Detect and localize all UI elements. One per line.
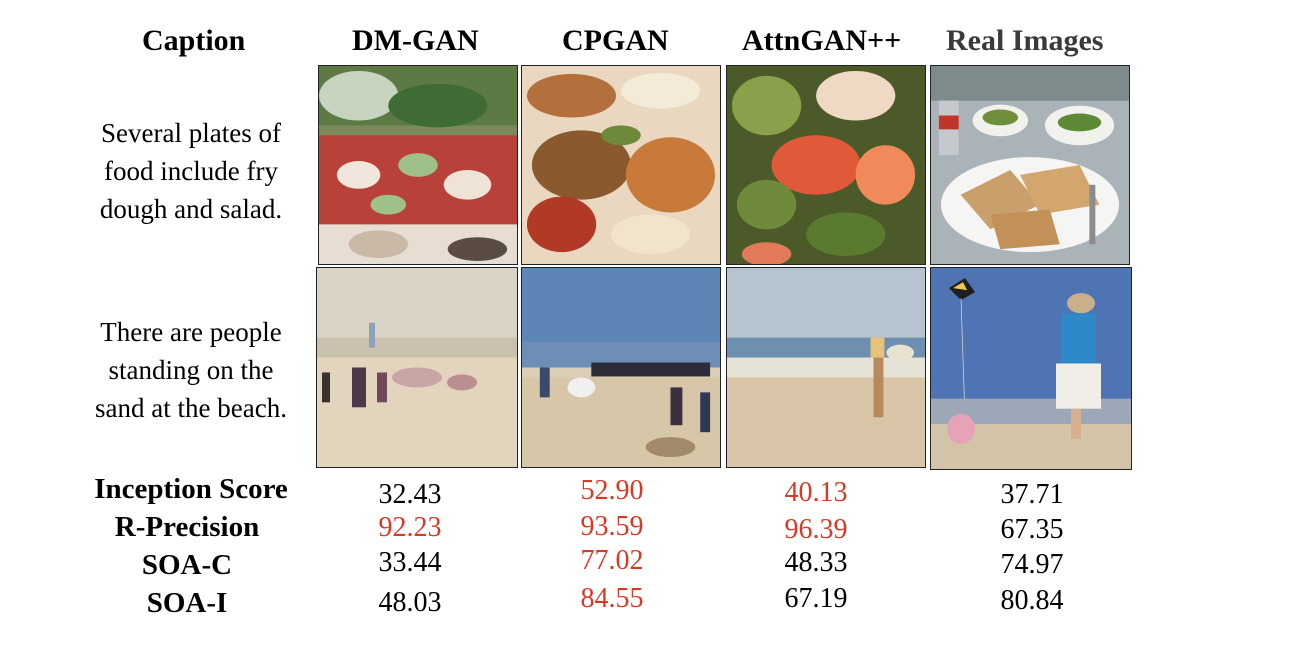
caption-line: dough and salad.	[99, 194, 283, 224]
value-soac-attngan: 48.33	[784, 547, 848, 578]
header-caption: Caption	[142, 24, 246, 57]
caption-beach: There are people standing on the sand at…	[60, 313, 322, 427]
header-cpgan: CPGAN	[562, 24, 669, 57]
value-is-attngan: 40.13	[784, 477, 848, 508]
caption-line: Several plates of	[101, 118, 281, 148]
image-beach-dmgan	[316, 267, 518, 468]
image-beach-attngan	[726, 267, 926, 468]
image-food-attngan	[726, 65, 926, 265]
metric-label-rprecision: R-Precision	[114, 511, 260, 543]
image-food-dmgan	[318, 65, 518, 265]
image-beach-real	[930, 267, 1132, 470]
caption-line: There are people	[100, 317, 282, 347]
image-beach-cpgan	[521, 267, 721, 468]
value-soai-attngan: 67.19	[784, 583, 848, 614]
metric-label-soa-c: SOA-C	[141, 549, 233, 581]
caption-line: standing on the	[108, 355, 274, 385]
image-food-cpgan	[521, 65, 721, 265]
value-soai-dmgan: 48.03	[378, 587, 442, 618]
caption-line: sand at the beach.	[95, 393, 287, 423]
header-attngan: AttnGAN++	[742, 24, 902, 57]
header-dm-gan: DM-GAN	[352, 24, 479, 57]
header-real-images: Real Images	[946, 24, 1104, 57]
value-soai-real: 80.84	[1000, 585, 1064, 616]
value-rp-cpgan: 93.59	[580, 511, 644, 542]
value-soai-cpgan: 84.55	[580, 583, 644, 614]
value-is-cpgan: 52.90	[580, 475, 644, 506]
metric-label-soa-i: SOA-I	[146, 587, 228, 619]
value-rp-dmgan: 92.23	[378, 512, 442, 543]
value-rp-attngan: 96.39	[784, 514, 848, 545]
caption-food: Several plates of food include fry dough…	[60, 114, 322, 228]
value-soac-cpgan: 77.02	[580, 545, 644, 576]
value-is-real: 37.71	[1000, 479, 1064, 510]
value-soac-real: 74.97	[1000, 549, 1064, 580]
value-soac-dmgan: 33.44	[378, 547, 442, 578]
value-rp-real: 67.35	[1000, 514, 1064, 545]
metric-label-inception: Inception Score	[94, 473, 288, 505]
caption-line: food include fry	[104, 156, 278, 186]
image-food-real	[930, 65, 1130, 265]
value-is-dmgan: 32.43	[378, 479, 442, 510]
